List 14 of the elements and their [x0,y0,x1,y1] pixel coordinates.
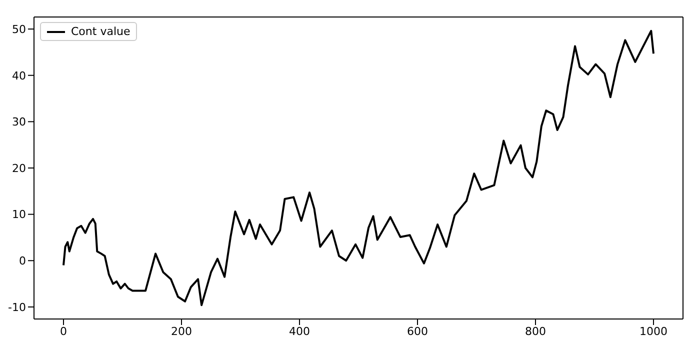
x-tick-label: 800 [525,324,546,338]
x-tick-label: 400 [289,324,310,338]
x-tick-label: 1000 [640,324,668,338]
y-tick-label: 30 [12,116,26,129]
y-tick-label: 50 [12,22,26,36]
x-tick-label: 0 [60,324,67,338]
x-tick-label: 600 [407,324,428,338]
y-tick-label: 0 [19,254,26,268]
y-tick-label: 40 [12,69,26,82]
y-tick-label: -10 [8,300,26,314]
y-tick-label: 20 [12,162,26,175]
x-tick-label: 200 [171,324,192,338]
legend-label: Cont value [71,25,130,38]
y-tick-label: 10 [12,208,26,222]
